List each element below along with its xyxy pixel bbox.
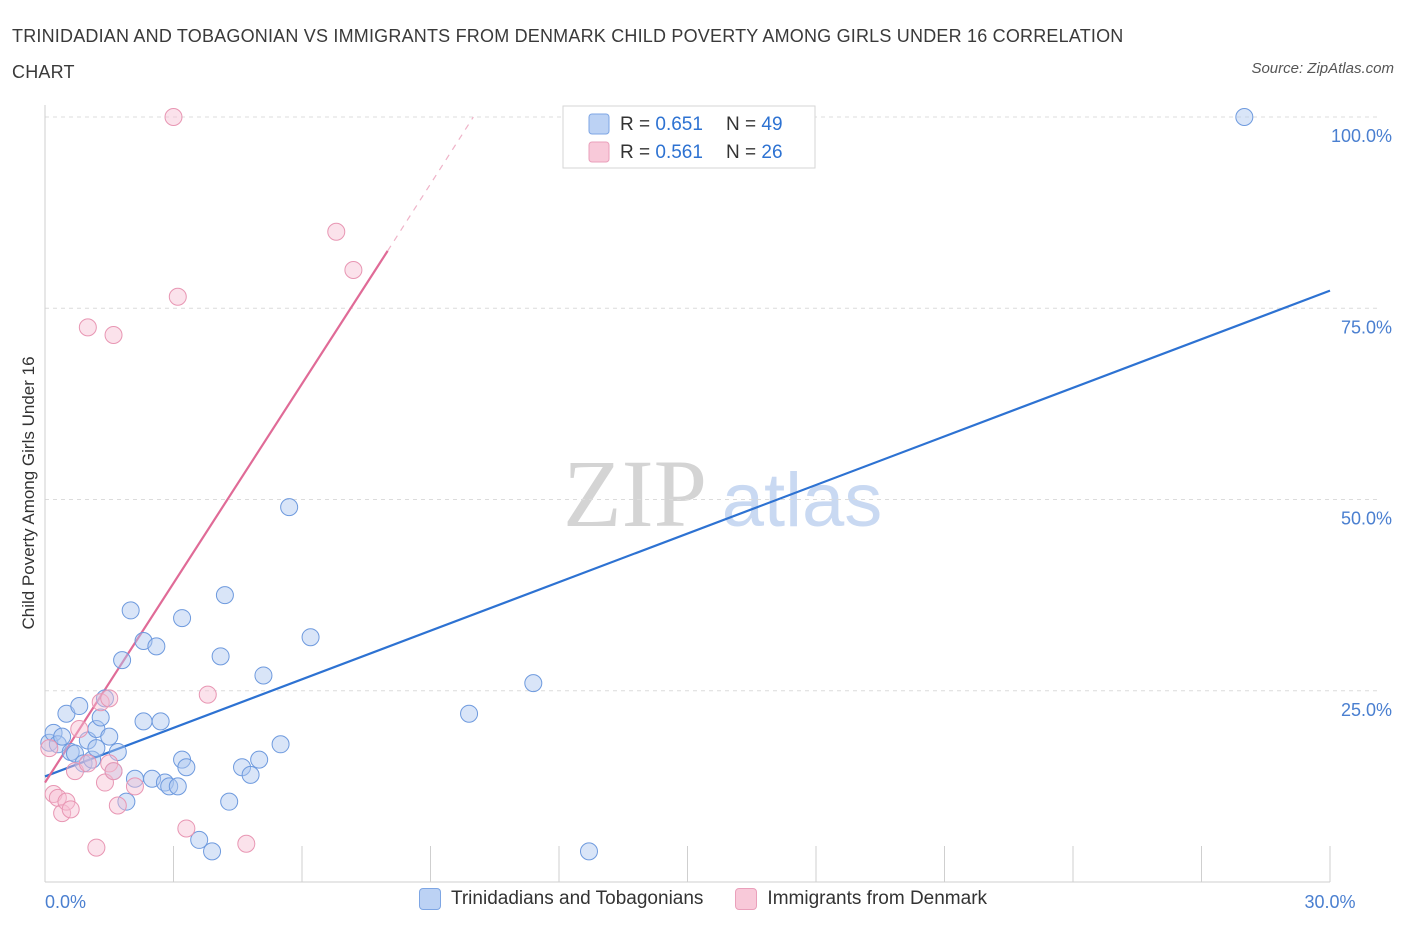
point-denmark — [108, 796, 127, 815]
point-denmark — [70, 720, 89, 738]
point-trinidadians — [203, 842, 222, 861]
point-denmark — [177, 819, 196, 838]
point-trinidadians — [177, 758, 196, 777]
y-tick-label: 25.0% — [1341, 700, 1392, 720]
legend-label-denmark: Immigrants from Denmark — [767, 888, 988, 909]
point-denmark — [100, 689, 119, 708]
legend-n-label-2: N = — [726, 142, 761, 163]
point-denmark — [87, 838, 106, 857]
point-denmark — [40, 739, 59, 758]
source-note: Source: ZipAtlas.com — [1251, 60, 1394, 77]
point-trinidadians — [121, 601, 140, 620]
legend-swatch-trinidadians — [418, 888, 441, 910]
point-trinidadians — [301, 628, 320, 647]
point-denmark — [53, 804, 72, 823]
point-trinidadians — [211, 647, 230, 666]
point-trinidadians — [524, 674, 543, 693]
point-trinidadians — [250, 750, 269, 769]
legend-row-2: R = 0.561 — [620, 142, 703, 163]
legend-swatch-denmark — [735, 888, 758, 910]
point-trinidadians — [151, 712, 170, 731]
point-trinidadians — [168, 777, 187, 796]
grid-lines — [44, 116, 1380, 882]
series-trinidadians-points — [40, 108, 1254, 861]
point-trinidadians — [91, 708, 110, 727]
point-denmark — [78, 754, 97, 773]
legend-item-trinidadians[interactable]: Trinidadians and Tobagonians — [418, 888, 704, 910]
x-tick-label-max: 30.0% — [1304, 892, 1355, 912]
y-axis-label: Child Poverty Among Girls Under 16 — [19, 356, 38, 629]
axes — [44, 105, 1330, 883]
point-denmark — [327, 222, 346, 241]
point-trinidadians — [173, 609, 192, 628]
legend-row-1: R = 0.651 — [620, 114, 703, 135]
point-trinidadians — [134, 712, 153, 731]
point-denmark — [237, 834, 256, 853]
legend-n-value-2: 26 — [761, 142, 782, 163]
point-trinidadians — [53, 727, 72, 746]
point-trinidadians — [271, 735, 290, 754]
legend-r-value-2: 0.561 — [655, 142, 703, 163]
series-denmark-points — [40, 108, 363, 857]
point-trinidadians — [280, 498, 299, 517]
point-denmark — [125, 777, 144, 796]
legend-r-value-1: 0.651 — [655, 114, 703, 135]
point-trinidadians — [241, 765, 260, 784]
point-trinidadians — [460, 704, 479, 723]
legend-r-label-1: R = — [620, 114, 655, 135]
legend-label-trinidadians: Trinidadians and Tobagonians — [450, 888, 704, 909]
legend-r-label-2: R = — [620, 142, 655, 163]
point-denmark — [61, 800, 80, 819]
watermark-zip: ZIP — [563, 440, 707, 547]
y-tick-label: 50.0% — [1341, 509, 1392, 529]
point-denmark — [344, 261, 363, 279]
y-tick-label: 100.0% — [1331, 126, 1392, 146]
point-trinidadians — [215, 586, 234, 605]
point-trinidadians — [254, 666, 273, 685]
chart-title: TRINIDADIAN AND TOBAGONIAN VS IMMIGRANTS… — [12, 26, 1124, 82]
watermark-atlas: atlas — [722, 458, 883, 543]
point-denmark — [91, 693, 110, 712]
point-trinidadians — [70, 697, 89, 716]
trend-line-trinidadians — [44, 289, 1331, 778]
x-tick-label-min: 0.0% — [45, 892, 86, 912]
trend-line-denmark-extension — [387, 116, 474, 252]
point-trinidadians — [87, 739, 106, 758]
legend-swatch-pink — [588, 141, 610, 163]
point-trinidadians — [220, 792, 239, 811]
point-denmark — [104, 326, 123, 345]
point-denmark — [168, 287, 187, 306]
bottom-legend: Trinidadians and Tobagonians Immigrants … — [0, 888, 1406, 910]
point-trinidadians — [190, 830, 209, 849]
point-denmark — [104, 762, 123, 781]
legend-row-2-n: N = 26 — [726, 142, 783, 163]
y-tick-labels: 25.0% 50.0% 75.0% 100.0% — [1331, 126, 1392, 720]
point-trinidadians — [100, 727, 119, 746]
point-trinidadians — [147, 637, 166, 656]
legend-item-denmark[interactable]: Immigrants from Denmark — [735, 888, 987, 910]
point-trinidadians — [579, 842, 598, 861]
legend-swatch-blue — [588, 113, 610, 135]
legend-n-label-1: N = — [726, 114, 761, 135]
legend-row-1-n: N = 49 — [726, 114, 783, 135]
y-tick-label: 75.0% — [1341, 317, 1392, 337]
point-trinidadians — [113, 651, 132, 670]
point-trinidadians — [1235, 108, 1254, 126]
point-denmark — [164, 108, 183, 126]
top-legend: R = 0.651 N = 49 R = 0.561 N = 26 — [562, 105, 816, 169]
legend-n-value-1: 49 — [761, 114, 782, 135]
point-trinidadians — [117, 792, 136, 811]
point-denmark — [198, 685, 217, 704]
point-denmark — [78, 318, 97, 337]
